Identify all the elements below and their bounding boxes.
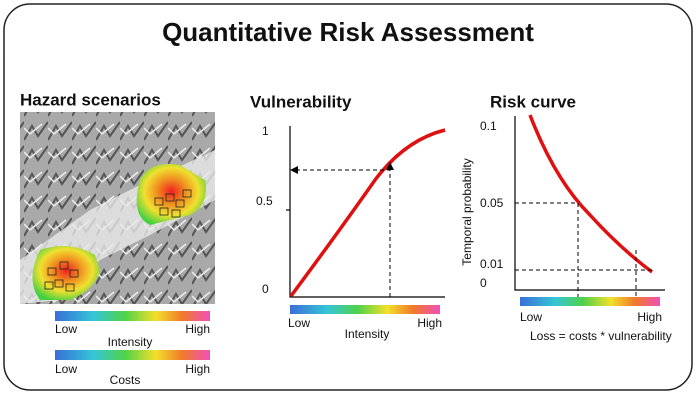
bar-high: High [185, 362, 210, 376]
bar-low: Low [520, 310, 542, 324]
title: Quantitative Risk Assessment [162, 17, 534, 47]
y-tick-label: 0.1 [480, 119, 497, 133]
hazard-map [20, 112, 215, 304]
y-axis-label: Temporal probability [460, 158, 474, 265]
color-bar [520, 297, 660, 306]
figure: Quantitative Risk Assessment Hazard scen… [0, 0, 696, 394]
panel-title: Hazard scenarios [20, 90, 161, 109]
bar-high: High [185, 322, 210, 336]
color-bar [55, 311, 210, 321]
y-tick-label: 0 [262, 282, 269, 296]
bar-low: Low [288, 316, 310, 330]
panel-title: Risk curve [490, 92, 576, 111]
bar-high: High [637, 310, 662, 324]
bar-label: Loss = costs * vulnerability [530, 329, 672, 343]
color-bar [55, 350, 210, 360]
bar-label: Intensity [345, 327, 390, 341]
y-tick-label: 0 [480, 276, 487, 290]
color-bar [290, 305, 440, 314]
y-tick-label: 0.5 [256, 194, 273, 208]
bar-label: Intensity [108, 335, 153, 349]
bar-high: High [417, 316, 442, 330]
y-tick-label: 1 [262, 124, 269, 138]
bar-label: Costs [110, 373, 141, 387]
panel-title: Vulnerability [250, 92, 352, 111]
bar-low: Low [55, 362, 77, 376]
bar-low: Low [55, 322, 77, 336]
y-tick-label: 0.05 [480, 196, 504, 210]
y-tick-label: 0.01 [480, 257, 504, 271]
